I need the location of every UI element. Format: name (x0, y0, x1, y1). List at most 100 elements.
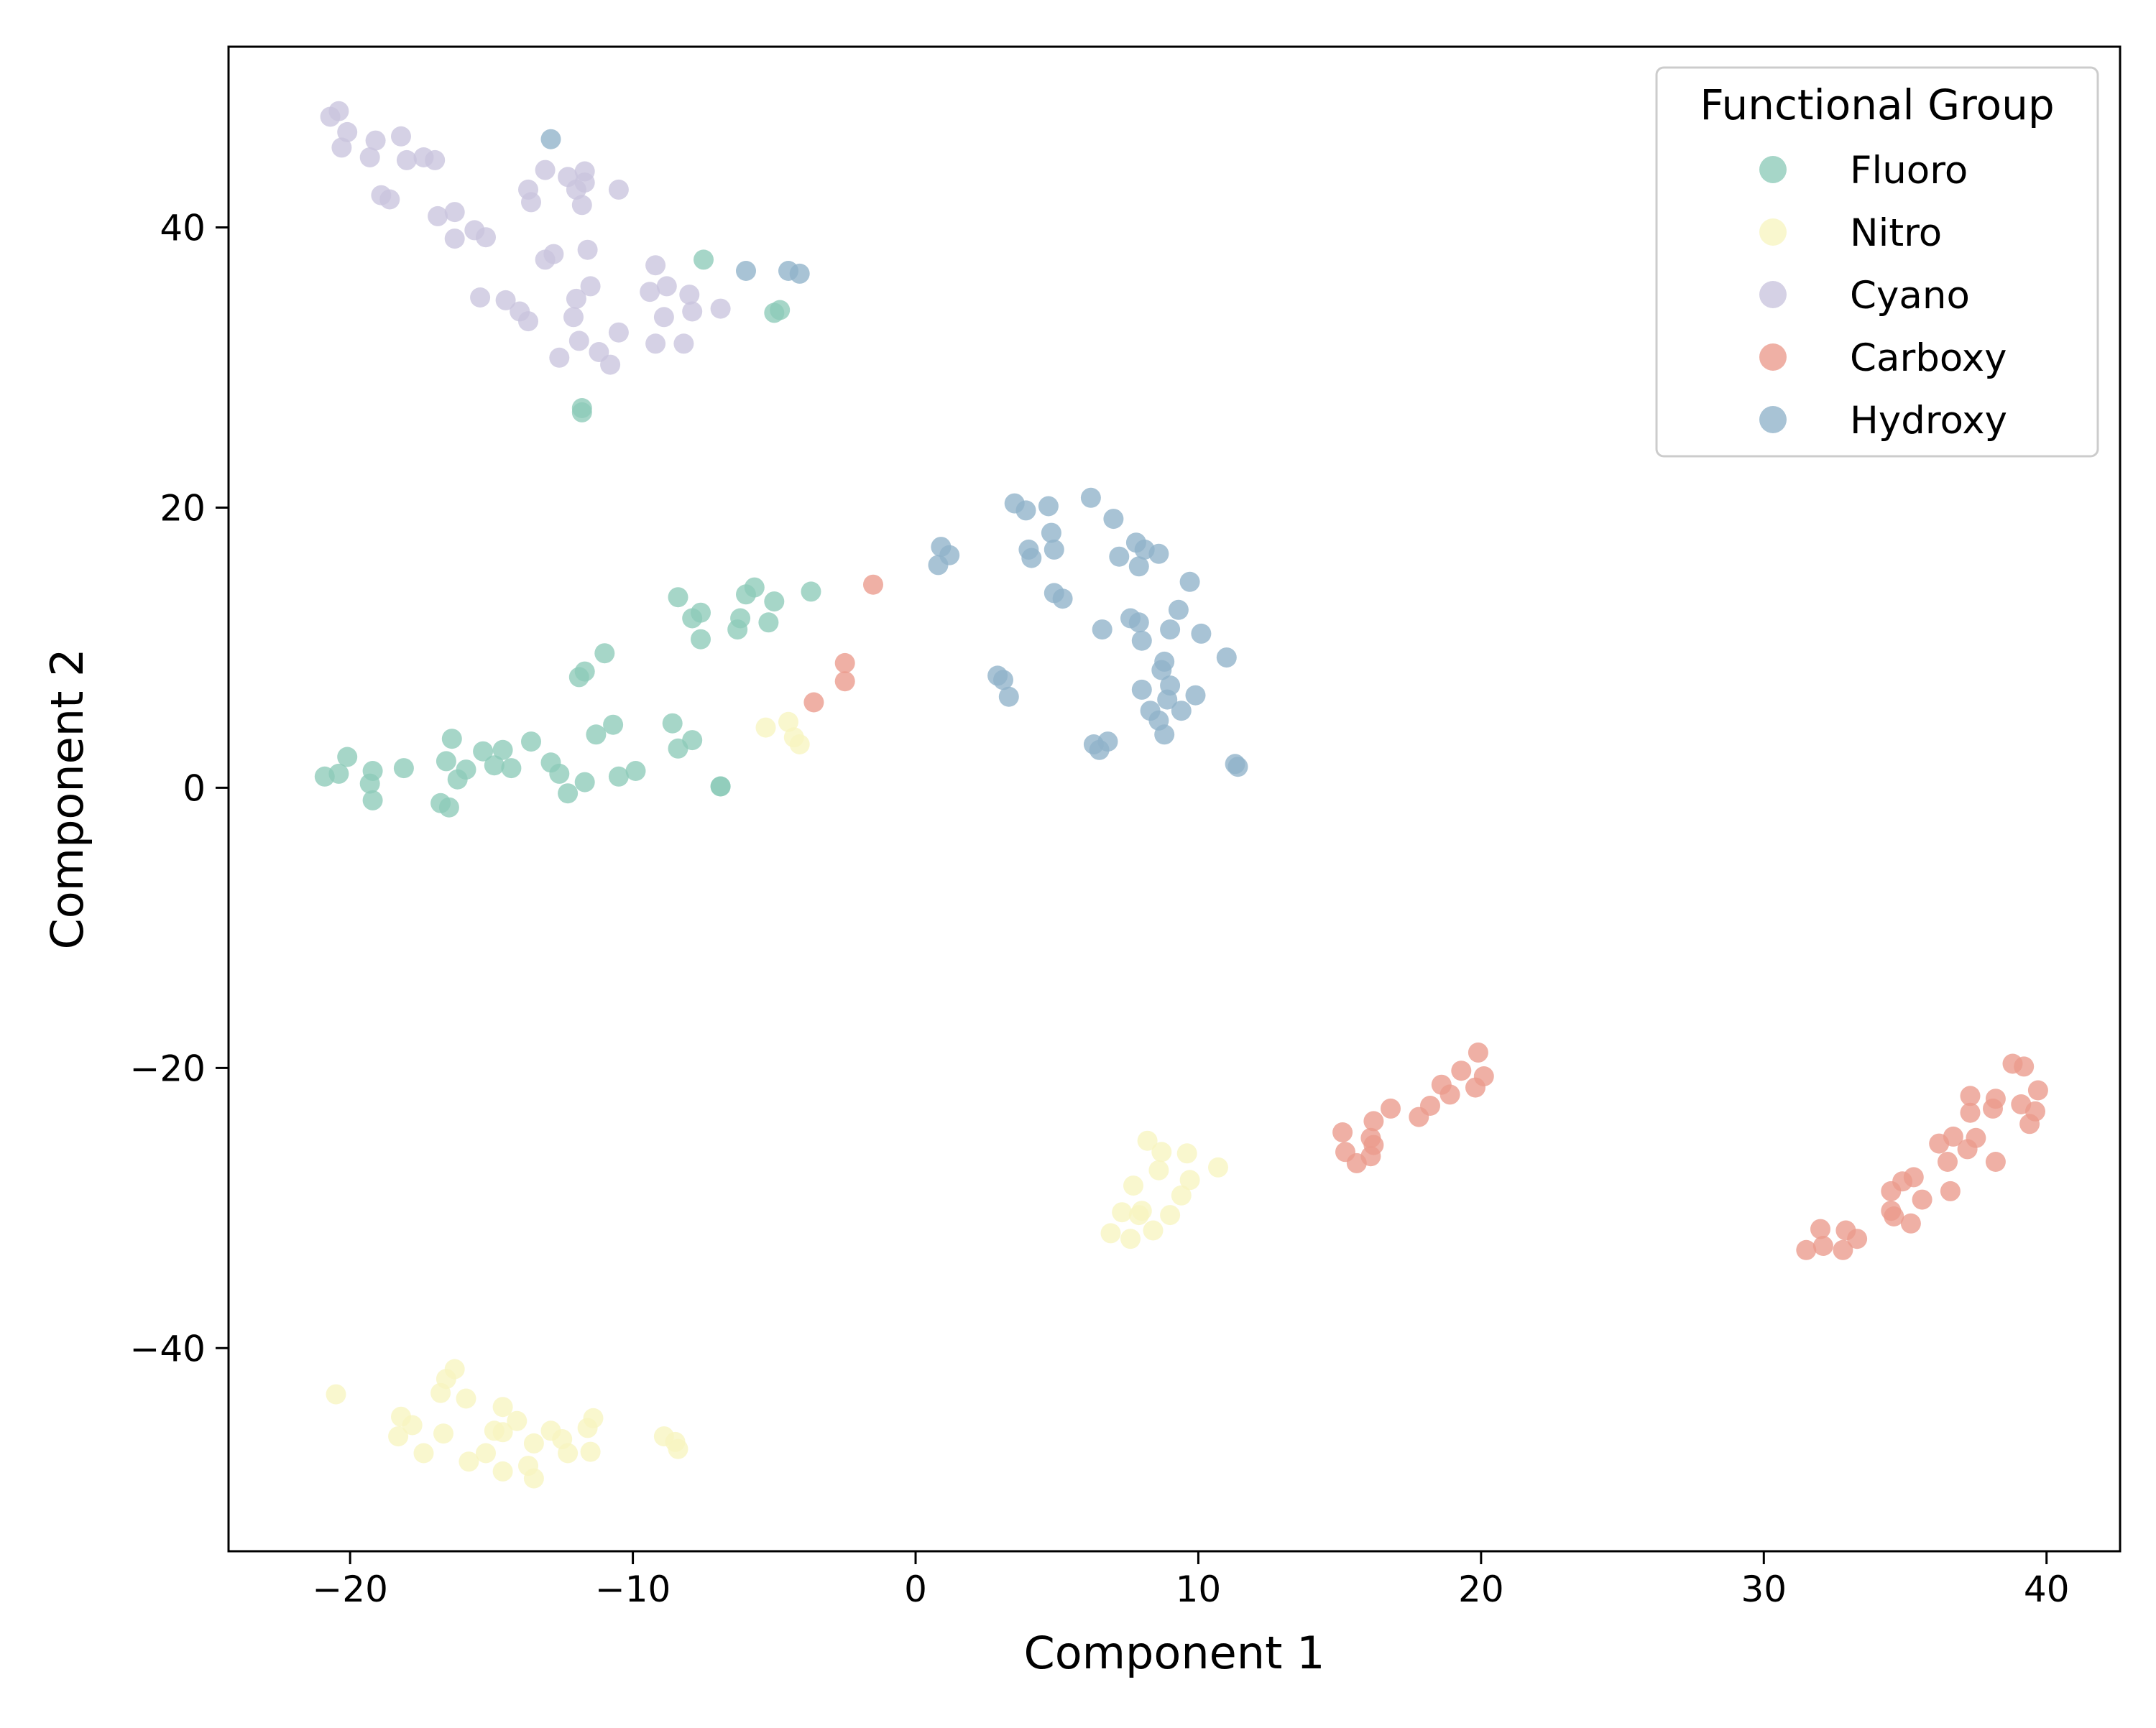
data-point-hydroxy (1015, 500, 1036, 521)
data-point-cyano (428, 205, 448, 226)
data-point-fluoro (625, 761, 646, 781)
data-point-carboxy (1943, 1126, 1963, 1147)
legend-item-nitro: Nitro (1759, 211, 1942, 255)
x-tick-label: −10 (595, 1568, 671, 1610)
data-point-hydroxy (1080, 487, 1101, 508)
data-point-carboxy (1985, 1152, 2006, 1172)
data-point-nitro (1100, 1223, 1121, 1244)
y-tick-label: 0 (183, 767, 206, 809)
data-point-fluoro (473, 741, 494, 762)
legend-marker (1759, 343, 1787, 371)
data-point-nitro (1176, 1143, 1197, 1164)
data-point-nitro (1120, 1229, 1141, 1249)
data-point-nitro (1137, 1130, 1158, 1151)
data-point-nitro (583, 1408, 604, 1428)
data-point-cyano (710, 298, 731, 319)
data-point-cyano (574, 161, 595, 182)
legend-label: Fluoro (1850, 149, 1968, 193)
data-point-hydroxy (1041, 522, 1061, 543)
data-point-carboxy (1468, 1042, 1488, 1063)
data-point-nitro (433, 1423, 453, 1444)
data-point-cyano (521, 192, 541, 213)
data-point-fluoro (744, 577, 765, 598)
data-point-cyano (543, 244, 564, 264)
data-point-cyano (495, 290, 516, 310)
data-point-nitro (388, 1426, 409, 1447)
data-point-nitro (413, 1443, 434, 1464)
data-point-hydroxy (1131, 679, 1152, 700)
data-point-carboxy (1847, 1229, 1868, 1249)
data-point-fluoro (694, 249, 714, 270)
y-tick-label: 40 (160, 208, 206, 249)
data-point-fluoro (691, 629, 711, 650)
data-point-cyano (600, 354, 621, 375)
data-point-fluoro (501, 758, 522, 779)
data-point-fluoro (393, 758, 414, 779)
legend-item-fluoro: Fluoro (1759, 149, 1968, 193)
data-point-cyano (444, 202, 465, 223)
data-point-fluoro (574, 661, 595, 682)
data-point-carboxy (1960, 1086, 1981, 1106)
data-point-cyano (645, 333, 666, 354)
legend-marker (1759, 156, 1787, 183)
data-point-fluoro (492, 739, 513, 760)
data-point-cyano (470, 287, 491, 308)
data-point-nitro (755, 717, 776, 738)
data-point-hydroxy (1191, 623, 1212, 644)
legend-marker (1759, 406, 1787, 433)
data-point-cyano (476, 227, 496, 248)
data-point-hydroxy (1168, 599, 1189, 620)
data-point-hydroxy (1216, 647, 1237, 668)
series-fluoro (314, 249, 821, 818)
data-point-carboxy (1332, 1122, 1353, 1142)
data-point-carboxy (1439, 1084, 1460, 1105)
series-nitro (326, 711, 1228, 1489)
data-point-cyano (682, 301, 703, 322)
data-point-carboxy (1833, 1239, 1853, 1260)
data-point-fluoro (691, 602, 711, 623)
data-point-nitro (1112, 1202, 1133, 1223)
data-point-fluoro (770, 300, 791, 320)
data-point-nitro (476, 1443, 496, 1464)
data-point-fluoro (710, 776, 731, 797)
data-point-cyano (656, 276, 677, 297)
data-point-carboxy (1903, 1167, 1924, 1188)
legend-marker (1759, 218, 1787, 246)
data-point-carboxy (1900, 1213, 1921, 1234)
x-tick-label: 40 (2024, 1568, 2070, 1610)
legend-entries: Fluoro Nitro Cyano Carboxy Hydroxy (1759, 149, 2007, 443)
data-point-cyano (337, 121, 358, 142)
data-point-cyano (653, 307, 674, 328)
x-tick-label: 0 (904, 1568, 927, 1610)
data-point-cyano (640, 282, 660, 302)
data-point-fluoro (608, 766, 629, 787)
data-point-hydroxy (1148, 543, 1169, 564)
x-tick-label: 10 (1176, 1568, 1222, 1610)
data-point-cyano (608, 179, 629, 200)
series-carboxy (803, 574, 2048, 1260)
legend-item-carboxy: Carboxy (1759, 336, 2007, 380)
data-point-cyano (580, 276, 601, 297)
data-point-fluoro (668, 587, 688, 608)
data-point-hydroxy (1131, 630, 1152, 651)
series-hydroxy (540, 129, 1248, 777)
data-point-carboxy (863, 574, 883, 595)
data-point-nitro (402, 1415, 423, 1436)
data-point-nitro (1148, 1160, 1169, 1181)
data-point-fluoro (586, 724, 607, 745)
data-point-nitro (580, 1441, 601, 1462)
data-point-cyano (379, 189, 400, 210)
data-point-fluoro (484, 755, 505, 776)
data-point-nitro (523, 1468, 544, 1489)
data-point-nitro (1160, 1205, 1181, 1226)
data-point-nitro (789, 734, 810, 754)
data-point-nitro (668, 1438, 688, 1459)
data-point-hydroxy (1092, 619, 1112, 640)
data-point-fluoro (337, 747, 358, 767)
legend-title: Functional Group (1700, 80, 2054, 129)
data-point-cyano (425, 149, 446, 170)
data-point-fluoro (362, 790, 383, 810)
plot-frame (227, 45, 2122, 1553)
data-point-hydroxy (1097, 731, 1118, 752)
